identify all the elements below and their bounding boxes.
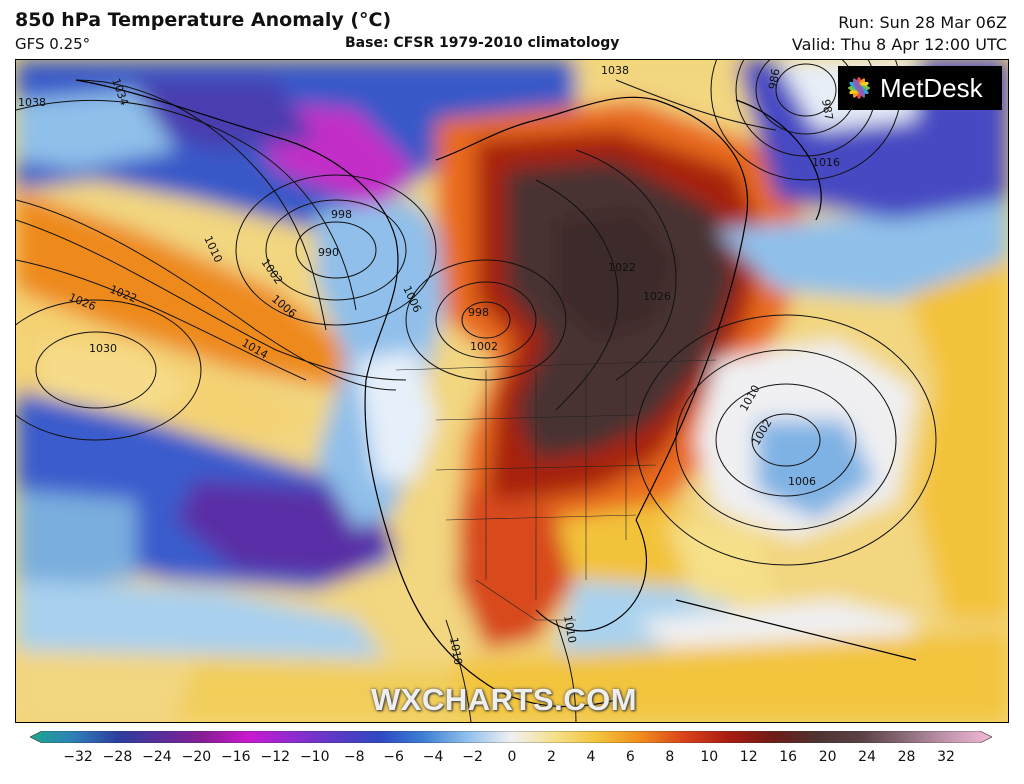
colorbar-tick-label: 12 [739, 749, 758, 765]
colorbar-tick-label: 32 [937, 749, 955, 765]
isobar-label: 1022 [608, 261, 636, 274]
colorbar-tick-label: −28 [102, 749, 133, 765]
run-time-label: Run: Sun 28 Mar 06Z [838, 13, 1007, 32]
colorbar-tick-label: −2 [462, 749, 483, 765]
colorbar-tick-label: −10 [299, 749, 330, 765]
colorbar-tick-label: −20 [181, 749, 212, 765]
model-label: GFS 0.25° [15, 35, 91, 53]
colorbar-tick-label: 2 [546, 749, 556, 765]
colorbar-tick-label: −24 [142, 749, 172, 765]
colorbar-tick-label: 0 [507, 749, 517, 765]
political-borders [395, 359, 717, 621]
isobar-label: 1006 [788, 475, 816, 488]
isobar-label: 1030 [89, 342, 117, 355]
colorbar-tick-label: −8 [343, 749, 365, 765]
colorbar-tick-label: −32 [63, 749, 93, 765]
colorbar-tick-label: 28 [897, 749, 916, 765]
metdesk-logo: MetDesk [838, 66, 1002, 110]
colorbar-tick-label: −16 [221, 749, 251, 765]
isobar-label: 1002 [470, 340, 498, 353]
wxcharts-watermark: WXCHARTS.COM [371, 682, 638, 717]
colorbar-tick-label: −4 [422, 749, 444, 765]
climatology-base-label: Base: CFSR 1979-2010 climatology [345, 35, 620, 51]
colorbar [30, 731, 992, 743]
isobar-label: 998 [468, 306, 489, 319]
colorbar-tick-label: −6 [383, 749, 404, 765]
metdesk-flower-icon [848, 77, 870, 99]
isobar-label: 998 [331, 208, 352, 221]
colorbar-tick-label: 20 [818, 749, 837, 765]
colorbar-tick-label: 24 [858, 749, 876, 765]
colorbar-tick-labels: −32 −28 −24 −20 −16 −12 −10 −8 −6 −4 −2 0 2 4 6 8 10 12 16… [0, 749, 1024, 769]
isobar-label: 1038 [601, 64, 629, 77]
isobar-label: 990 [318, 246, 339, 259]
isobar-label: 1038 [18, 96, 46, 109]
metdesk-logo-text: MetDesk [880, 72, 983, 103]
isobars [16, 60, 937, 722]
isobar-label: 1010 [447, 636, 465, 666]
map-canvas: 1038 1034 1038 986 987 1016 998 990 1010… [16, 60, 1008, 722]
coastlines [75, 79, 917, 708]
anomaly-field [16, 60, 1008, 722]
anomaly-map: 1038 1034 1038 986 987 1016 998 990 1010… [15, 59, 1009, 723]
colorbar-tick-label: 6 [625, 749, 635, 765]
colorbar-tick-label: 10 [700, 749, 719, 765]
colorbar-tick-label: 16 [779, 749, 798, 765]
isobar-label: 1010 [561, 614, 579, 644]
colorbar-tick-label: 8 [665, 749, 675, 765]
isobar-label: 1026 [643, 290, 671, 303]
isobar-label: 987 [819, 98, 835, 121]
valid-time-label: Valid: Thu 8 Apr 12:00 UTC [791, 35, 1007, 54]
isobar-label: 1016 [812, 156, 840, 169]
colorbar-tick-label: −12 [260, 749, 291, 765]
chart-title: 850 hPa Temperature Anomaly (°C) [15, 9, 392, 31]
colorbar-bar [30, 731, 992, 743]
isobar-label: 986 [766, 68, 782, 91]
colorbar-tick-label: 4 [586, 749, 596, 765]
